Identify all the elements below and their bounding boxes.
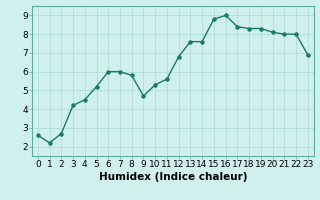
X-axis label: Humidex (Indice chaleur): Humidex (Indice chaleur)	[99, 172, 247, 182]
